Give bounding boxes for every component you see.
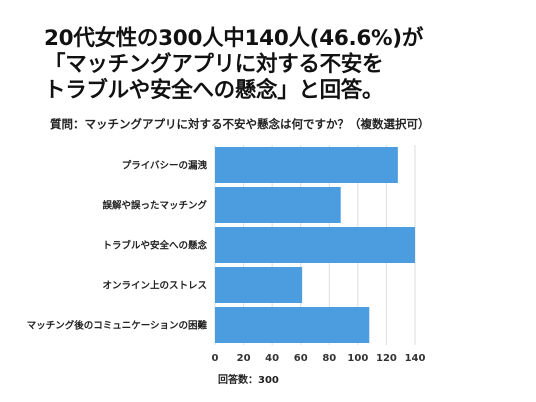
bar-3 (215, 267, 303, 303)
headline-line-2: 「マッチングアプリに対する不安を (44, 52, 384, 77)
response-count: 回答数：300 (218, 375, 279, 386)
bar-2 (215, 227, 415, 263)
category-label-4: マッチング後のコミュニケーションの困難 (27, 320, 208, 332)
category-label-1: 誤解や誤ったマッチング (102, 200, 207, 212)
bar-4 (215, 307, 370, 343)
category-label-0: プライバシーの漏洩 (122, 160, 208, 172)
survey-question: 質問：マッチングアプリに対する不安や懸念は何ですか？（複数選択可） (50, 117, 430, 131)
x-tick-label-7: 140 (405, 353, 426, 364)
headline: 20代女性の300人中140人(46.6%)が 「マッチングアプリに対する不安を… (44, 26, 514, 104)
x-tick-label-6: 120 (376, 353, 397, 364)
x-tick-label-5: 100 (347, 353, 368, 364)
x-tick-label-3: 60 (294, 353, 308, 364)
bar-1 (215, 187, 341, 223)
category-label-2: トラブルや安全への懸念 (102, 240, 207, 252)
category-label-3: オンライン上のストレス (102, 280, 207, 292)
x-tick-label-1: 20 (237, 353, 251, 364)
x-tick-label-4: 80 (322, 353, 336, 364)
bar-0 (215, 147, 398, 183)
x-tick-label-2: 40 (265, 353, 279, 364)
headline-line-3: トラブルや安全への懸念」と回答。 (44, 78, 384, 103)
x-tick-label-0: 0 (212, 353, 219, 364)
headline-line-1: 20代女性の300人中140人(46.6%)が (44, 26, 424, 51)
